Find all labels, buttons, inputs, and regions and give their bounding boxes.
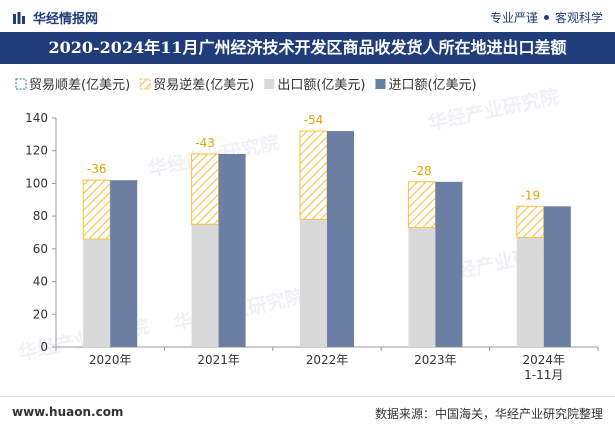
x-tick-label: 2021年 (197, 353, 240, 367)
brand-logo-icon (13, 11, 25, 24)
chart-title: 2020-2024年11月广州经济技术开发区商品收发货人所在地进出口差额 (0, 32, 615, 64)
legend-label: 贸易顺差(亿美元) (29, 78, 130, 93)
legend-swatch-surplus (15, 78, 27, 90)
bar-import (110, 180, 138, 347)
bar-import (435, 181, 463, 347)
y-tick-label: 140 (25, 111, 48, 125)
x-tick-label: 2022年 (306, 353, 349, 367)
legend-label: 进口额(亿美元) (388, 78, 476, 93)
bar-trade-deficit (191, 153, 220, 225)
bar-trade-deficit (299, 130, 328, 220)
data-label-balance: -43 (195, 136, 215, 150)
brand-name: 华经情报网 (33, 12, 99, 27)
x-tick-label: 2024年 (523, 353, 566, 367)
slogan-right: 客观科学 (554, 11, 603, 25)
slogan: 专业严谨 客观科学 (490, 9, 603, 26)
chart: 华经产业研究院华经产业研究院华经产业研究院华经产业研究院华经产业研究院02040… (15, 77, 599, 382)
bar-trade-deficit (516, 205, 545, 238)
slogan-left: 专业严谨 (489, 11, 538, 25)
bar-import (218, 153, 246, 347)
bar-export (408, 227, 436, 347)
bar-export (300, 219, 327, 347)
y-tick-label: 100 (25, 176, 48, 190)
brand: 华经情报网 (12, 8, 98, 27)
footer-site: www.huaon.com (12, 405, 124, 419)
x-tick-label: 2020年 (89, 353, 132, 367)
x-tick-label: 1-11月 (524, 368, 563, 382)
bar-export (83, 239, 111, 347)
y-tick-label: 40 (33, 275, 48, 289)
data-label-balance: -19 (520, 188, 540, 202)
y-tick-label: 0 (40, 340, 48, 354)
legend-swatch-deficit (139, 78, 151, 90)
data-label-balance: -54 (304, 113, 324, 127)
y-tick-label: 20 (33, 307, 48, 321)
y-tick-label: 120 (25, 144, 48, 158)
data-label-balance: -28 (412, 164, 432, 178)
top-bar: 华经情报网 专业严谨 客观科学 (0, 0, 615, 32)
bullet-dot-icon (543, 15, 549, 20)
bar-import (327, 131, 354, 347)
bar-export (191, 224, 219, 347)
legend-swatch-export (264, 79, 275, 89)
footer: www.huaon.com 数据来源：中国海关，华经产业研究院整理 (0, 396, 615, 428)
x-tick-label: 2023年 (414, 353, 457, 367)
bar-export (516, 237, 544, 347)
y-tick-label: 60 (33, 242, 48, 256)
bar-trade-deficit (407, 181, 436, 229)
footer-source: 数据来源：中国海关，华经产业研究院整理 (374, 407, 603, 421)
y-tick-label: 80 (33, 209, 48, 223)
bar-import (543, 206, 571, 347)
data-label-balance: -36 (87, 162, 107, 176)
bar-trade-deficit (82, 179, 111, 240)
legend-swatch-import (375, 79, 386, 89)
legend-label: 贸易逆差(亿美元) (153, 77, 254, 93)
legend-label: 出口额(亿美元) (277, 78, 365, 93)
